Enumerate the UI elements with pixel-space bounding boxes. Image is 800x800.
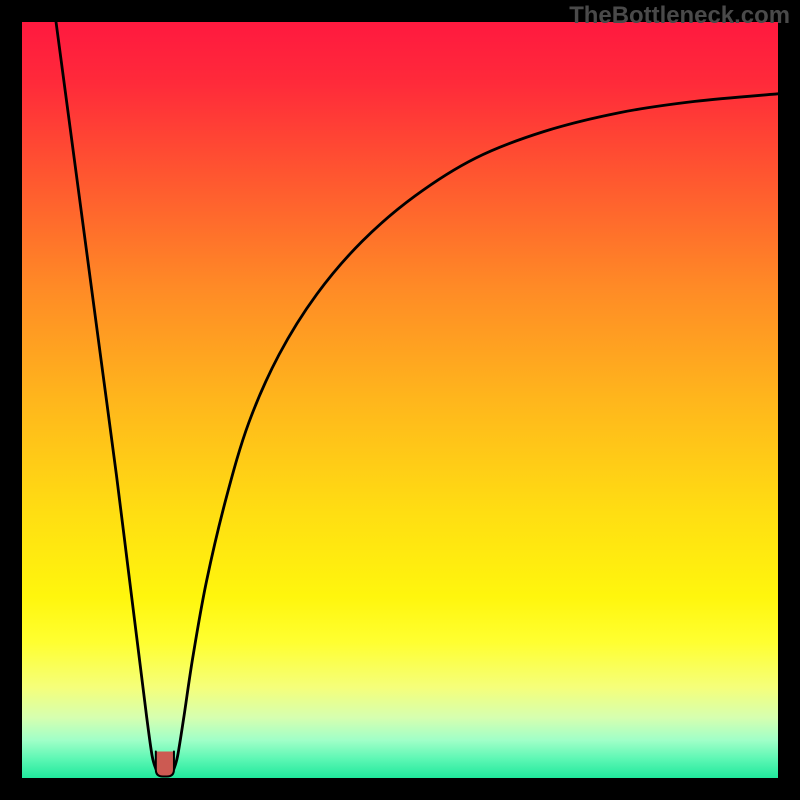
plot-background xyxy=(22,22,778,778)
chart-svg xyxy=(0,0,800,800)
bottleneck-chart: TheBottleneck.com xyxy=(0,0,800,800)
optimal-point-marker xyxy=(156,752,174,777)
